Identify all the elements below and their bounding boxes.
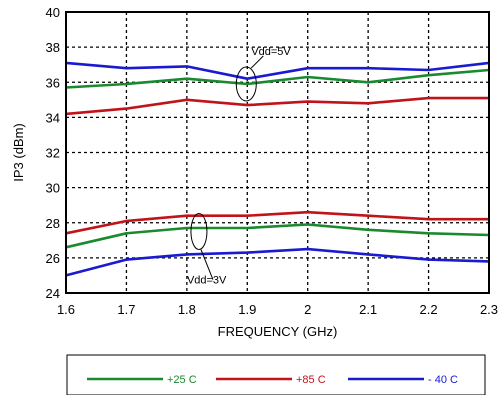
x-tick-label: 1.9 — [238, 302, 256, 317]
vdd5-ellipse — [235, 66, 257, 102]
y-axis-label: IP3 (dBm) — [11, 123, 26, 182]
x-tick-label: 2.1 — [359, 302, 377, 317]
vdd5-label: Vdd=5V — [251, 46, 291, 58]
legend: +25 C +85 C - 40 C — [66, 354, 486, 395]
x-tick-label: 1.6 — [57, 302, 75, 317]
x-axis-label: FREQUENCY (GHz) — [218, 324, 338, 339]
vdd3-label: Vdd=3V — [187, 275, 227, 287]
series-line-vdd3v-40c — [65, 247, 490, 277]
x-tick-label: 2.3 — [480, 302, 498, 317]
y-tick-labels: 24 26 28 30 32 34 36 38 40 — [46, 5, 60, 301]
y-tick-label: 36 — [46, 75, 60, 90]
series-line-vdd3v-25c — [65, 223, 490, 249]
y-tick-label: 32 — [46, 146, 60, 161]
legend-box — [66, 354, 486, 395]
grid-lines — [66, 12, 489, 293]
vdd3-leader — [200, 249, 214, 280]
series-line-vdd5v-85c — [65, 96, 489, 116]
y-tick-label: 26 — [46, 251, 60, 266]
legend-label: +85 C — [296, 374, 326, 386]
y-tick-label: 24 — [46, 286, 60, 301]
y-tick-label: 34 — [46, 110, 60, 125]
y-tick-label: 38 — [46, 40, 60, 55]
x-tick-label: 2.2 — [420, 302, 438, 317]
legend-label: - 40 C — [428, 374, 458, 386]
y-tick-label: 30 — [46, 181, 60, 196]
y-tick-label: 28 — [46, 216, 60, 231]
vdd5-leader — [250, 55, 264, 69]
x-tick-labels: 1.6 1.7 1.8 1.9 2 2.1 2.2 2.3 — [57, 302, 498, 317]
y-tick-label: 40 — [46, 5, 60, 20]
legend-label: +25 C — [167, 374, 197, 386]
vdd3-ellipse — [190, 213, 208, 251]
x-tick-label: 1.7 — [117, 302, 135, 317]
x-tick-label: 2 — [304, 302, 311, 317]
series-line-vdd3v-85c — [65, 210, 489, 235]
x-tick-label: 1.8 — [178, 302, 196, 317]
series-line-vdd5v-25c — [65, 68, 490, 89]
plot-frame — [65, 11, 490, 294]
annotations: Vdd=5V Vdd=3V — [187, 46, 291, 287]
series-layer — [65, 61, 490, 277]
series-line-vdd5v-40c — [65, 61, 490, 80]
